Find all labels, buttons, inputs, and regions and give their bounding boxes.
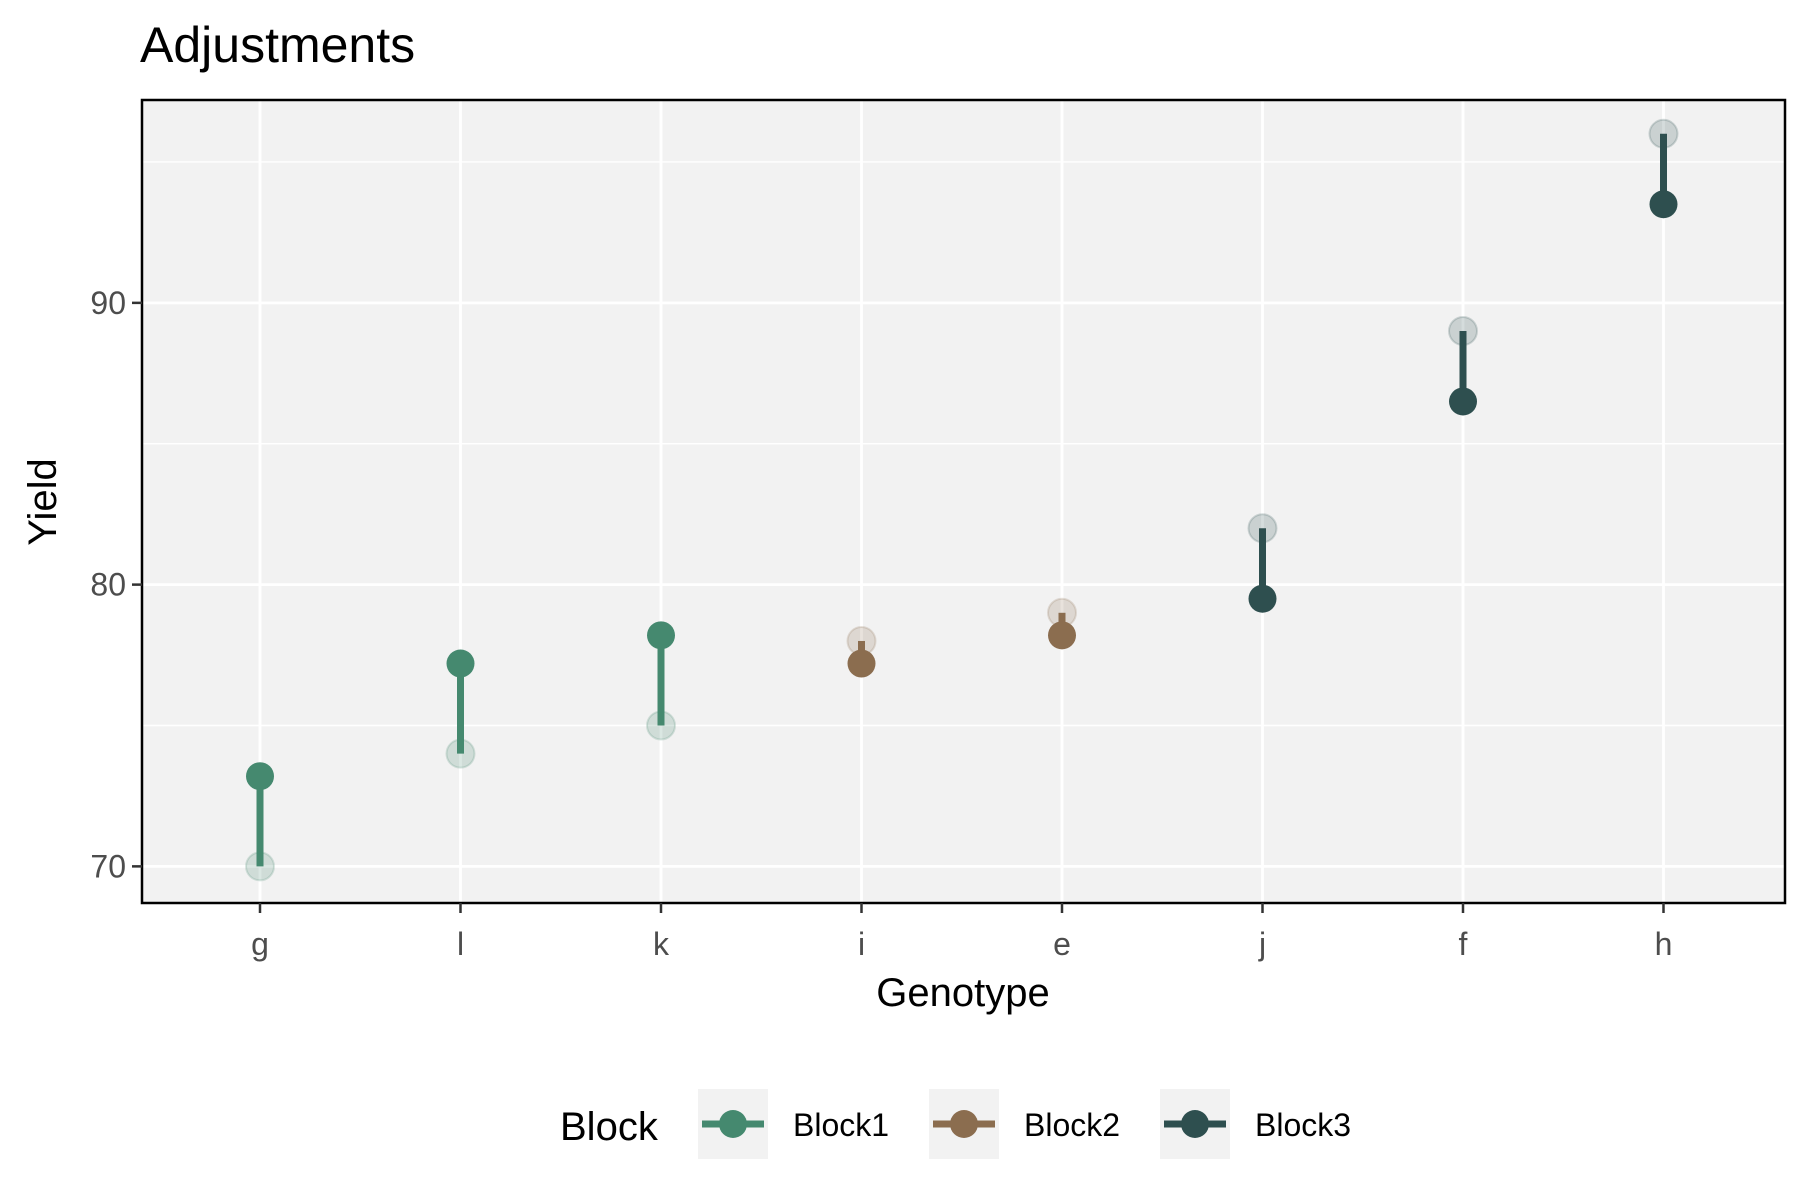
legend-key-point [1181,1110,1209,1138]
legend: Block Block1 Block2 Block3 [560,1089,1351,1159]
adjusted-point [647,621,675,650]
adjusted-point [246,762,274,791]
y-axis: 70 80 90 [90,285,142,884]
adjusted-point [1048,621,1076,650]
grid-lines [142,100,1785,903]
legend-key-point [950,1110,978,1138]
adjusted-point [1449,387,1477,416]
adjusted-point [1649,190,1678,219]
legend-label: Block1 [793,1107,889,1143]
adjusted-point [446,649,475,678]
x-axis-title: Genotype [876,971,1049,1015]
plot-border [140,98,1787,905]
legend-title: Block [560,1105,659,1149]
plot-panel [142,100,1785,903]
adjusted-point [1248,584,1277,613]
chart-title: Adjustments [140,17,415,73]
y-tick-label: 90 [90,285,126,321]
x-tick-label: k [653,926,670,962]
x-tick-label: h [1655,926,1673,962]
legend-key-point [719,1110,747,1138]
data-marks [245,118,1679,882]
y-tick-label: 80 [90,567,126,603]
legend-label: Block3 [1255,1107,1351,1143]
y-axis-title: Yield [21,458,65,545]
x-tick-label: i [858,926,865,962]
adjusted-point [847,649,876,678]
x-tick-label: g [251,926,269,962]
legend-label: Block2 [1024,1107,1120,1143]
x-tick-label: l [457,926,464,962]
x-tick-label: f [1459,926,1468,962]
x-tick-label: e [1053,926,1071,962]
y-tick-label: 70 [90,848,126,884]
x-tick-label: j [1258,926,1266,962]
